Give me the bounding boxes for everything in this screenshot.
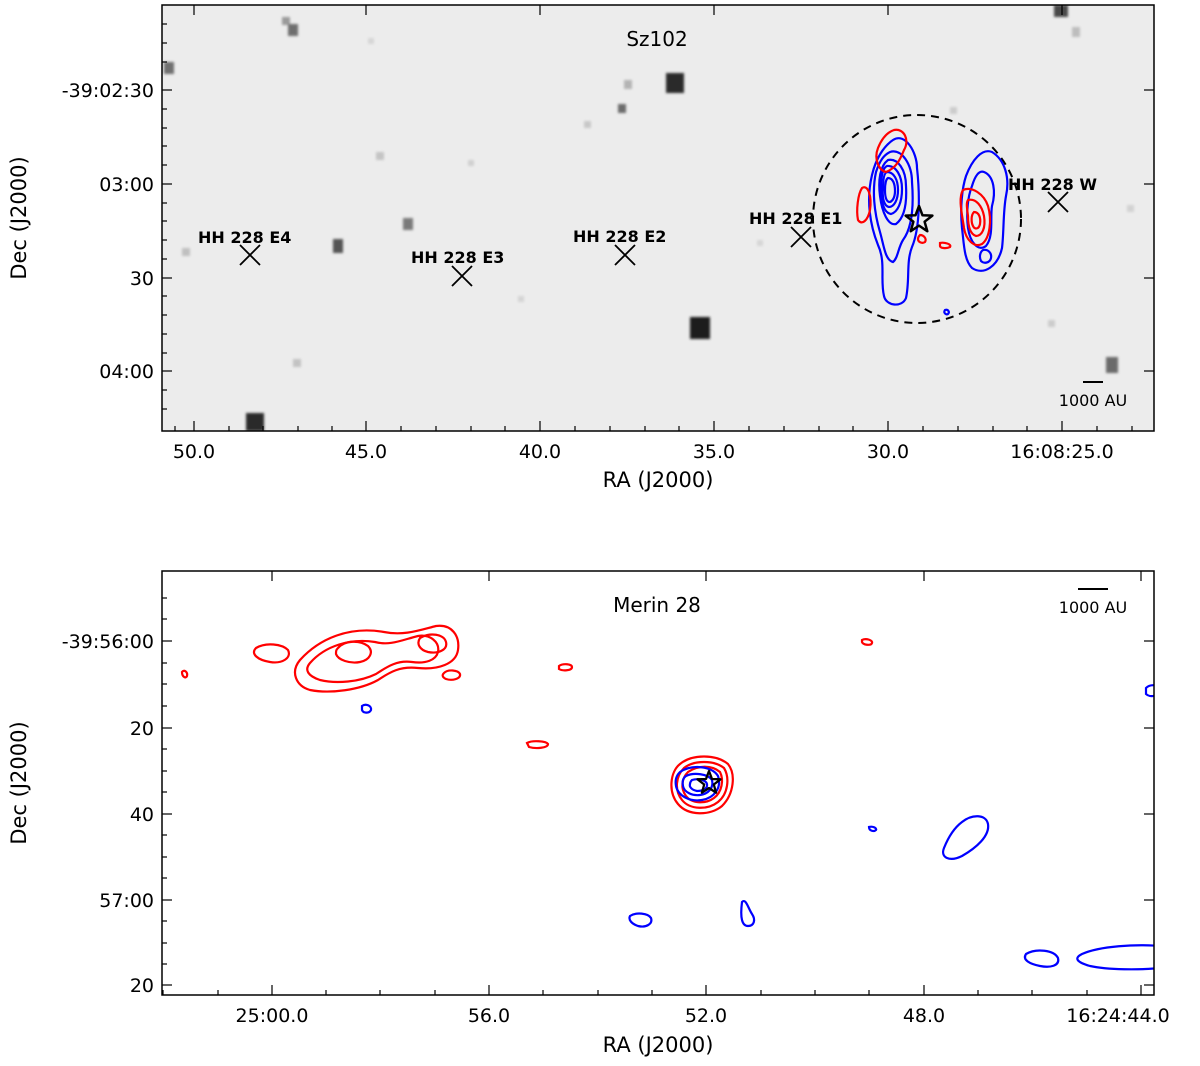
bottom-frame: [161, 570, 1155, 996]
bottom-scale-bar-label: 1000 AU: [1059, 598, 1127, 617]
top-ticks: [162, 5, 1154, 431]
panel-title-merin28: Merin 28: [613, 593, 701, 617]
bottom-x-tick-1: 56.0: [468, 1005, 510, 1027]
knot-label-e1: HH 228 E1: [749, 209, 842, 228]
knot-label-w: HH 228 W: [1008, 175, 1097, 194]
red-contours: [856, 128, 992, 250]
bottom-y-tick-1: 20: [130, 718, 154, 740]
bottom-source-star-marker: [696, 769, 722, 794]
bottom-background: [162, 571, 1154, 995]
top-y-tick-0: -39:02:30: [62, 80, 154, 102]
top-x-axis-title: RA (J2000): [603, 468, 714, 492]
knot-markers: [239, 191, 1069, 287]
knot-marker-e1: [790, 226, 812, 248]
bottom-red-contours: [180, 624, 874, 815]
source-star-marker: [904, 204, 934, 233]
top-x-tick-0: 50.0: [173, 441, 215, 463]
bottom-y-tick-3: 57:00: [99, 890, 154, 912]
bottom-y-axis-title: Dec (J2000): [7, 721, 31, 844]
top-y-axis-title: Dec (J2000): [7, 156, 31, 279]
top-y-tick-2: 30: [130, 268, 154, 290]
top-frame: [161, 4, 1155, 432]
bottom-x-axis-title: RA (J2000): [603, 1033, 714, 1057]
top-panel: HH 228 E4 HH 228 E3 HH 228 E2 HH 228 E1 …: [7, 4, 1155, 492]
knot-marker-w: [1047, 191, 1069, 213]
bottom-y-tick-2: 40: [130, 804, 154, 826]
top-x-tick-2: 40.0: [519, 441, 561, 463]
bottom-panel: Merin 28 1000 AU: [7, 570, 1170, 1057]
bottom-blue-contours: [360, 684, 1154, 971]
bottom-y-tick-0: -39:56:00: [62, 631, 154, 653]
scale-bar-label: 1000 AU: [1059, 391, 1127, 410]
top-y-tick-1: 03:00: [99, 174, 154, 196]
top-x-tick-3: 35.0: [693, 441, 735, 463]
bottom-x-tick-2: 52.0: [685, 1005, 727, 1027]
knot-label-e4: HH 228 E4: [198, 228, 291, 247]
bottom-ticks: [162, 571, 1154, 995]
bottom-x-tick-0: 25:00.0: [236, 1005, 309, 1027]
top-x-tick-1: 45.0: [345, 441, 387, 463]
knot-label-e3: HH 228 E3: [411, 248, 504, 267]
knot-label-e2: HH 228 E2: [573, 227, 666, 246]
dashed-circle: [812, 114, 1022, 324]
bottom-x-tick-4: 16:24:44.0: [1066, 1005, 1169, 1027]
knot-marker-e3: [451, 265, 473, 287]
panel-title-sz102: Sz102: [626, 27, 687, 51]
blue-contours: [868, 137, 920, 306]
bottom-x-tick-3: 48.0: [903, 1005, 945, 1027]
top-y-tick-3: 04:00: [99, 361, 154, 383]
star-field: [164, 5, 1134, 431]
knot-marker-e4: [239, 244, 261, 266]
knot-marker-e2: [614, 244, 636, 266]
top-x-tick-4: 30.0: [867, 441, 909, 463]
bottom-y-tick-4: 20: [130, 975, 154, 997]
top-x-tick-5: 16:08:25.0: [1010, 441, 1113, 463]
grayscale-background: [162, 5, 1154, 431]
